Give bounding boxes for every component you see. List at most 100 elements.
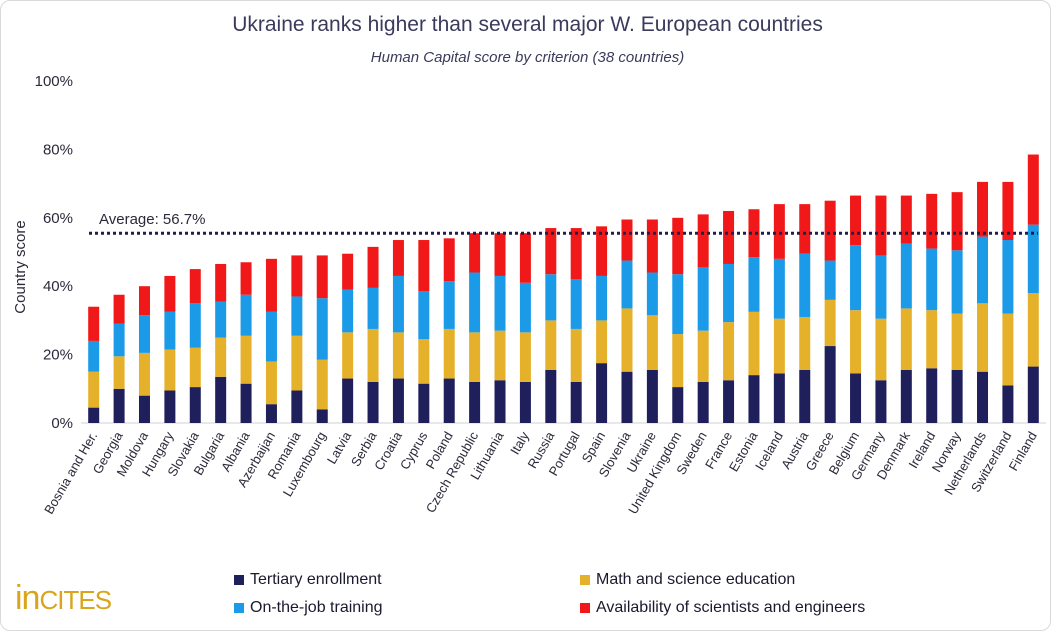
bar-segment-3 xyxy=(977,236,989,304)
bar-segment-3 xyxy=(392,275,404,333)
bar-segment-1 xyxy=(443,378,455,423)
bar-segment-2 xyxy=(926,310,938,369)
bar-segment-3 xyxy=(418,291,430,340)
bar-segment-3 xyxy=(1027,224,1039,294)
y-tick-label: 100% xyxy=(35,73,73,90)
bar-segment-1 xyxy=(900,369,912,423)
bar-segment-3 xyxy=(748,257,760,312)
legend-swatch-scientists xyxy=(580,603,590,613)
bar-segment-4 xyxy=(799,204,811,254)
bar-segment-4 xyxy=(215,263,227,302)
bar-segment-4 xyxy=(697,214,709,268)
legend-label-scientists: Availability of scientists and engineers xyxy=(596,599,866,616)
bar-segment-2 xyxy=(443,328,455,379)
y-axis-title: Country score xyxy=(12,220,29,313)
bar-segment-2 xyxy=(646,315,658,370)
bar-segment-4 xyxy=(342,253,354,290)
bar-segment-4 xyxy=(773,204,785,259)
bar-segment-1 xyxy=(951,369,963,423)
x-tick-label: Bosnia and Her. xyxy=(41,429,100,517)
bar-segment-4 xyxy=(646,219,658,273)
bar-segment-4 xyxy=(1027,154,1039,225)
bar-segment-2 xyxy=(164,349,176,391)
bar-segment-1 xyxy=(824,346,836,423)
bar-segment-2 xyxy=(723,322,735,381)
bar-segment-3 xyxy=(215,301,227,338)
bar-segment-2 xyxy=(392,332,404,379)
bar-segment-1 xyxy=(291,390,303,423)
y-tick-label: 60% xyxy=(43,210,73,227)
bar-segment-1 xyxy=(164,390,176,423)
bar-segment-3 xyxy=(773,258,785,319)
bar-segment-1 xyxy=(621,371,633,423)
bar-segment-1 xyxy=(392,378,404,423)
bar-segment-4 xyxy=(469,233,481,273)
bar-segment-3 xyxy=(494,275,506,331)
bar-segment-2 xyxy=(342,332,354,379)
bar-segment-4 xyxy=(621,219,633,261)
bar-segment-1 xyxy=(545,369,557,423)
bar-segment-2 xyxy=(240,335,252,384)
y-tick-label: 40% xyxy=(43,278,73,295)
legend-label-math: Math and science education xyxy=(596,571,796,588)
bar-segment-3 xyxy=(291,296,303,336)
bar-segment-2 xyxy=(545,320,557,370)
bar-segment-4 xyxy=(138,286,150,316)
bar-segment-2 xyxy=(189,347,201,388)
x-tick-label: Italy xyxy=(507,429,532,458)
bar-segment-4 xyxy=(367,246,379,288)
bar-segment-3 xyxy=(926,248,938,311)
bar-segment-4 xyxy=(570,228,582,280)
y-tick-label: 80% xyxy=(43,141,73,158)
bar-segment-2 xyxy=(215,337,227,377)
bar-segment-2 xyxy=(850,310,862,374)
bar-segment-2 xyxy=(570,328,582,382)
bar-segment-4 xyxy=(926,193,938,249)
bar-segment-2 xyxy=(1027,293,1039,367)
bar-segment-1 xyxy=(723,380,735,423)
bar-segment-3 xyxy=(164,311,176,350)
bar-segment-2 xyxy=(596,320,608,364)
bar-segment-1 xyxy=(494,380,506,423)
bar-segment-2 xyxy=(621,308,633,372)
bar-segment-3 xyxy=(545,274,557,321)
bar-segment-2 xyxy=(316,359,328,410)
chart-subtitle: Human Capital score by criterion (38 cou… xyxy=(370,49,685,66)
bar-segment-2 xyxy=(138,352,150,396)
bar-segment-2 xyxy=(672,334,684,388)
bar-segment-3 xyxy=(342,289,354,333)
bar-segment-1 xyxy=(367,381,379,423)
bar-segment-1 xyxy=(1027,366,1039,423)
bar-segment-4 xyxy=(900,195,912,244)
bar-segment-4 xyxy=(545,228,557,275)
bar-segment-3 xyxy=(189,303,201,348)
bar-segment-4 xyxy=(850,195,862,246)
bar-segment-2 xyxy=(519,332,531,382)
bar-segment-1 xyxy=(926,368,938,423)
bar-segment-3 xyxy=(646,272,658,316)
bar-segment-4 xyxy=(418,240,430,292)
bar-segment-3 xyxy=(875,255,887,319)
bar-segment-3 xyxy=(443,281,455,329)
bar-segment-1 xyxy=(697,381,709,423)
bar-segment-2 xyxy=(951,313,963,370)
bar-segment-4 xyxy=(1002,181,1014,241)
bar-segment-2 xyxy=(291,335,303,391)
bar-segment-1 xyxy=(418,383,430,423)
bar-segment-2 xyxy=(697,330,709,382)
legend-swatch-training xyxy=(234,603,244,613)
bar-segment-1 xyxy=(113,388,125,423)
bar-segment-4 xyxy=(240,262,252,295)
bar-segment-4 xyxy=(672,217,684,275)
bar-segment-3 xyxy=(850,245,862,311)
bar-segment-1 xyxy=(215,376,227,423)
legend-swatch-math xyxy=(580,575,590,585)
bar-segment-3 xyxy=(824,260,836,300)
bar-segment-2 xyxy=(900,308,912,370)
bar-segment-1 xyxy=(773,373,785,423)
bar-segment-2 xyxy=(469,332,481,382)
bar-segment-2 xyxy=(367,328,379,382)
bar-segment-2 xyxy=(977,303,989,372)
